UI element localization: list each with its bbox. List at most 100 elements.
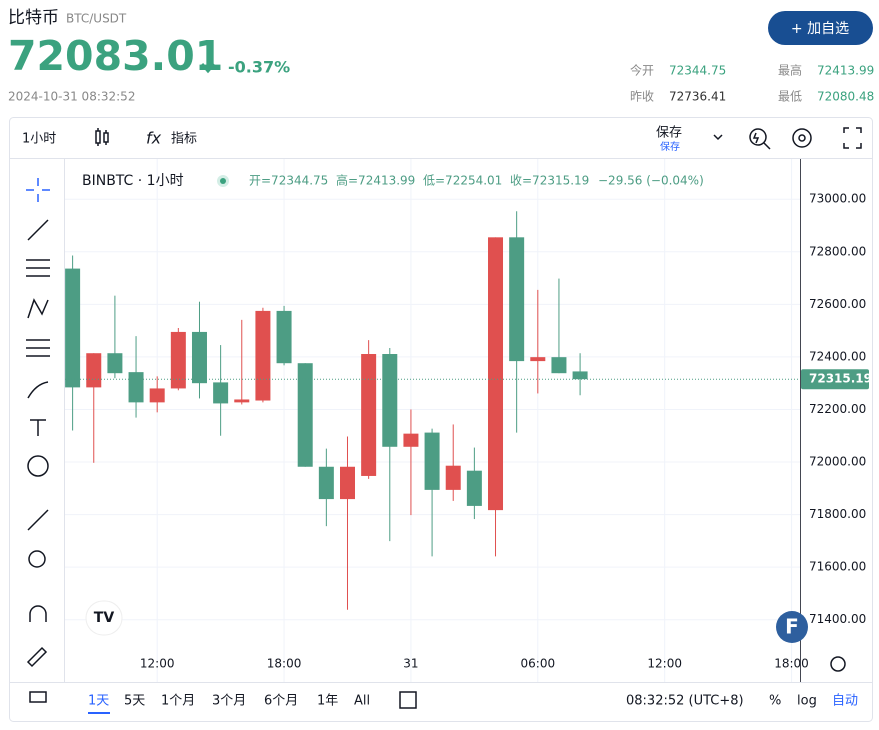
y-tick-label: 72000.00 — [809, 455, 866, 469]
x-tick-label: 06:00 — [521, 657, 556, 671]
candle-body — [170, 331, 186, 389]
text-tool[interactable] — [30, 419, 46, 436]
range-button[interactable]: 5天 — [124, 694, 145, 709]
range-button[interactable]: 6个月 — [264, 694, 298, 709]
y-tick-label: 72200.00 — [809, 402, 866, 416]
log-toggle[interactable]: log — [797, 694, 817, 709]
candle-body — [424, 432, 440, 490]
candle-body — [551, 357, 567, 374]
candle-body — [149, 388, 165, 403]
symbol: BINBTC · 1小时 — [82, 173, 184, 189]
candle-body — [445, 465, 461, 490]
candle-body — [213, 382, 229, 404]
chart-panel — [9, 117, 873, 722]
range-button[interactable]: All — [354, 694, 370, 709]
pair: BTC/USDT — [66, 12, 127, 26]
x-tick-label: 31 — [403, 657, 418, 671]
pattern-tool[interactable] — [27, 298, 49, 319]
f-badge[interactable]: F — [776, 611, 808, 643]
y-tick-label: 72800.00 — [809, 244, 866, 258]
candle-body — [191, 331, 207, 384]
candle-body — [107, 353, 123, 374]
alert-icon[interactable] — [749, 128, 771, 150]
time-zone[interactable]: 08:32:52 (UTC+8) — [626, 694, 744, 709]
candle-body — [318, 466, 334, 500]
legend-close: 收=72315.19 — [510, 174, 589, 188]
candle-body — [276, 310, 292, 364]
tv-logo: TV — [85, 600, 123, 636]
candle-body — [488, 237, 504, 511]
last-price-tag — [801, 369, 869, 390]
stat-label: 最高 — [778, 63, 802, 78]
candle-body — [403, 433, 419, 447]
interval-button[interactable]: 1小时 — [22, 132, 56, 147]
candle-body — [361, 354, 377, 476]
range-button[interactable]: 3个月 — [212, 694, 246, 709]
calendar-icon[interactable] — [399, 691, 417, 709]
axis-settings[interactable] — [830, 656, 846, 672]
change: -0.37% — [228, 58, 290, 77]
percent-toggle[interactable]: % — [769, 694, 781, 709]
svg-text:F: F — [785, 615, 799, 639]
lock-tool[interactable] — [29, 691, 47, 703]
left-toolbar — [26, 178, 50, 703]
candle-body — [466, 470, 482, 506]
down-arrow — [200, 57, 216, 74]
y-tick-label: 73000.00 — [809, 192, 866, 206]
add-watch-button[interactable]: + 加自选 — [768, 11, 873, 45]
legend-high: 高=72413.99 — [336, 173, 415, 188]
fib-tool[interactable] — [26, 259, 50, 277]
candle-type-icon[interactable] — [95, 128, 109, 146]
y-tick-label: 71800.00 — [809, 507, 866, 521]
draw-lock-tool[interactable] — [26, 646, 48, 668]
range-button[interactable]: 1个月 — [161, 694, 195, 709]
stat-value: 72080.48 — [817, 90, 874, 104]
emoji-tool[interactable] — [27, 455, 49, 477]
candle-body — [297, 363, 313, 467]
stat-value: 72736.41 — [669, 90, 726, 104]
x-tick-label: 18:00 — [774, 657, 809, 671]
fx-icon[interactable]: fx — [146, 129, 162, 148]
button-bg — [768, 11, 873, 45]
x-tick-label: 12:00 — [647, 657, 682, 671]
candle-body — [382, 354, 398, 447]
line-tool[interactable] — [27, 219, 49, 241]
indicators-button[interactable]: 指标 — [171, 132, 197, 147]
y-tick-label: 71400.00 — [809, 612, 866, 626]
y-tick-label: 72400.00 — [809, 349, 866, 363]
save-dropdown[interactable] — [713, 134, 723, 141]
ruler-tool[interactable] — [27, 509, 49, 531]
candle-body — [530, 357, 546, 362]
candle-body — [86, 353, 102, 388]
brush-tool[interactable] — [27, 381, 49, 399]
crosshair-tool[interactable] — [26, 178, 50, 202]
datetime: 2024-10-31 08:32:52 — [8, 90, 135, 104]
candle-body — [572, 371, 588, 380]
auto-toggle[interactable]: 自动 — [832, 694, 858, 709]
stat-value: 72413.99 — [817, 64, 874, 78]
stat-label: 今开 — [630, 63, 654, 78]
candle-body — [509, 237, 525, 362]
svg-text:TV: TV — [94, 610, 115, 626]
magnet-tool[interactable] — [29, 605, 47, 622]
zoom-tool[interactable] — [28, 550, 46, 568]
range-button[interactable]: 1天 — [88, 694, 109, 709]
legend-change: −29.56 (−0.04%) — [598, 174, 704, 188]
range-button[interactable]: 1年 — [317, 694, 338, 709]
coin-name: 比特币 — [8, 8, 59, 28]
candle-body — [128, 372, 144, 403]
fullscreen-icon[interactable] — [843, 127, 862, 149]
stat-label: 昨收 — [630, 90, 654, 104]
candle-body — [65, 268, 81, 388]
projection-tool[interactable] — [26, 339, 50, 357]
stat-label: 最低 — [778, 90, 802, 104]
save-button[interactable]: 保存 — [656, 126, 682, 141]
button-label: + 加自选 — [791, 21, 849, 37]
legend-low: 低=72254.01 — [423, 174, 502, 188]
candle-body — [255, 310, 271, 401]
settings-icon[interactable] — [792, 128, 812, 148]
last-price-label: 72315.19 — [809, 372, 872, 386]
y-tick-label: 72600.00 — [809, 297, 866, 311]
candle-body — [234, 399, 250, 403]
